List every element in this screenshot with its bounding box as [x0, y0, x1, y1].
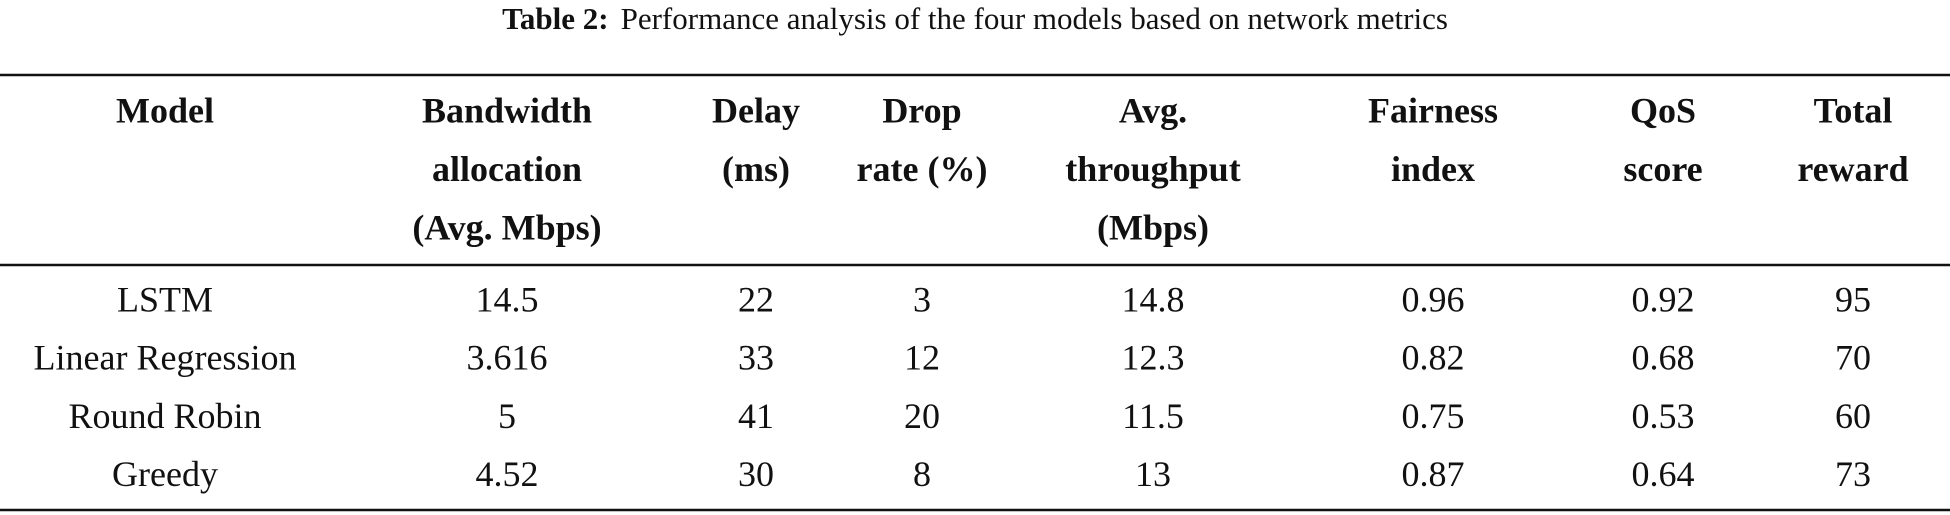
table-cell: 12	[904, 338, 940, 378]
table-cell: 0.68	[1632, 338, 1695, 378]
header-cell: index	[1391, 149, 1475, 189]
table-cell: 14.5	[476, 279, 539, 319]
header-cell: allocation	[432, 149, 582, 189]
header-cell: Total	[1814, 90, 1893, 130]
table-cell: 0.82	[1402, 338, 1465, 378]
header-cell: score	[1623, 149, 1702, 189]
header-cell: (Avg. Mbps)	[412, 207, 601, 247]
table-cell: 95	[1835, 279, 1871, 319]
table-cell: 11.5	[1122, 396, 1184, 436]
header-cell: Bandwidth	[422, 90, 592, 130]
table-cell: 30	[738, 454, 774, 494]
table-cell: 0.87	[1402, 454, 1465, 494]
table-cell: 12.3	[1122, 338, 1185, 378]
table-cell: 0.64	[1632, 454, 1695, 494]
table-cell: 3.616	[467, 338, 548, 378]
caption-label: Table 2:	[502, 1, 609, 36]
table-cell: 20	[904, 396, 940, 436]
table-cell: 33	[738, 338, 774, 378]
header-cell: reward	[1797, 149, 1908, 189]
table-cell: 14.8	[1122, 279, 1185, 319]
header-cell: rate (%)	[857, 149, 988, 189]
table-cell: 5	[498, 396, 516, 436]
table-cell: 41	[738, 396, 774, 436]
table-cell: 4.52	[476, 454, 539, 494]
table-cell: 8	[913, 454, 931, 494]
caption: Table 2: Performance analysis of the four…	[502, 1, 1448, 36]
table-cell: Round Robin	[68, 396, 261, 436]
table-cell: LSTM	[117, 279, 213, 319]
table-cell: 22	[738, 279, 774, 319]
table-cell: 3	[913, 279, 931, 319]
table-cell: 0.96	[1402, 279, 1465, 319]
header-cell: throughput	[1065, 149, 1240, 189]
table-cell: Greedy	[112, 454, 218, 494]
header-cell: (Mbps)	[1097, 207, 1209, 247]
header-cell: Fairness	[1368, 90, 1498, 130]
table-cell: 13	[1135, 454, 1171, 494]
table-cell: 0.92	[1632, 279, 1695, 319]
table-cell: 0.53	[1632, 396, 1695, 436]
table-cell: 73	[1835, 454, 1871, 494]
header-cell: (ms)	[722, 149, 790, 189]
caption-text: Performance analysis of the four models …	[621, 1, 1448, 36]
table-cell: 60	[1835, 396, 1871, 436]
header-cell: Drop	[882, 90, 961, 130]
table-cell: 70	[1835, 338, 1871, 378]
header-cell: Avg.	[1119, 90, 1187, 130]
table-cell: Linear Regression	[34, 338, 297, 378]
table-cell: 0.75	[1402, 396, 1465, 436]
header-cell: QoS	[1630, 90, 1696, 130]
header-cell: Model	[116, 90, 214, 130]
header-cell: Delay	[712, 90, 800, 130]
